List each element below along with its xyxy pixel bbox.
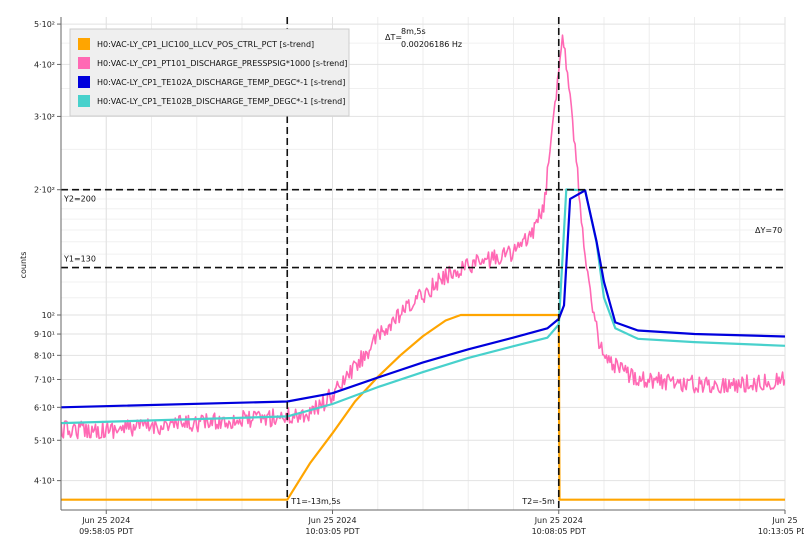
cursor-label-y: Y1=130 [63,255,96,264]
legend-item[interactable]: H0:VAC-LY_CP1_TE102A_DISCHARGE_TEMP_DEGC… [78,76,345,88]
y-tick-label: 8·10¹ [34,351,55,360]
cursor-label-delta-t: ΔT= [385,33,402,42]
y-axis-label: counts [19,252,28,279]
series-line[interactable] [61,189,785,409]
cursor-label-x: T1=-13m,5s [290,497,340,506]
y-tick-label: 10² [42,311,55,320]
y-tick-label: 5·10¹ [34,436,55,445]
legend-swatch [78,95,90,107]
y-tick-label: 2·10² [34,186,55,195]
legend-swatch [78,57,90,69]
legend-label: H0:VAC-LY_CP1_TE102A_DISCHARGE_TEMP_DEGC… [97,78,345,87]
cursor-label-delta-t-freq: 0.00206186 Hz [401,40,462,49]
x-tick-label: Jun 25 2024 [81,516,130,525]
x-tick-label: 09:58:05 PDT [79,527,133,536]
legend-label: H0:VAC-LY_CP1_LIC100_LLCV_POS_CTRL_PCT [… [97,40,314,49]
x-tick-label: 10:03:05 PDT [305,527,359,536]
cursor-label-delta-t-value: 8m,5s [401,27,426,36]
legend-swatch [78,76,90,88]
y-tick-label: 3·10² [34,112,55,121]
y-tick-label: 7·10¹ [34,375,55,384]
x-tick-label: Jun 25 [771,516,797,525]
x-tick-label: Jun 25 2024 [534,516,583,525]
legend-box [69,28,350,117]
x-tick-label: 10:13:05 PDT [758,527,804,536]
x-tick-labels: Jun 25 2024 09:58:05 PDT Jun 25 2024 10:03:… [79,510,804,536]
x-tick-label: Jun 25 2024 [307,516,356,525]
legend-swatch [78,38,90,50]
x-tick-label: 10:08:05 PDT [532,527,586,536]
legend-item[interactable]: H0:VAC-LY_CP1_TE102B_DISCHARGE_TEMP_DEGC… [78,95,345,107]
legend-label: H0:VAC-LY_CP1_TE102B_DISCHARGE_TEMP_DEGC… [97,97,345,106]
legend: H0:VAC-LY_CP1_LIC100_LLCV_POS_CTRL_PCT [… [69,28,350,117]
y-tick-labels: 4·10¹ 5·10¹ 6·10¹ 7·10¹ 8·10¹ 9·10¹ 10² 2·10² 3·… [34,20,61,486]
cursor-label-x: T2=-5m [521,497,555,506]
cursor-label-y: Y2=200 [63,195,96,204]
y-tick-label: 5·10² [34,20,55,29]
y-tick-label: 9·10¹ [34,330,55,339]
legend-label: H0:VAC-LY_CP1_PT101_DISCHARGE_PRESSPSIG*… [97,59,347,68]
y-tick-label: 4·10² [34,60,55,69]
legend-item[interactable]: H0:VAC-LY_CP1_PT101_DISCHARGE_PRESSPSIG*… [78,57,347,69]
series-line[interactable] [61,34,785,440]
series-line[interactable] [61,188,785,425]
y-tick-label: 6·10¹ [34,403,55,412]
cursor-label-delta-y: ΔY=70 [755,226,782,235]
cursor-layer: T1=-13m,5s T2=-5m Y2=200 Y1=130 [61,17,785,510]
y-tick-label: 4·10¹ [34,477,55,486]
legend-item[interactable]: H0:VAC-LY_CP1_LIC100_LLCV_POS_CTRL_PCT [… [78,38,314,50]
